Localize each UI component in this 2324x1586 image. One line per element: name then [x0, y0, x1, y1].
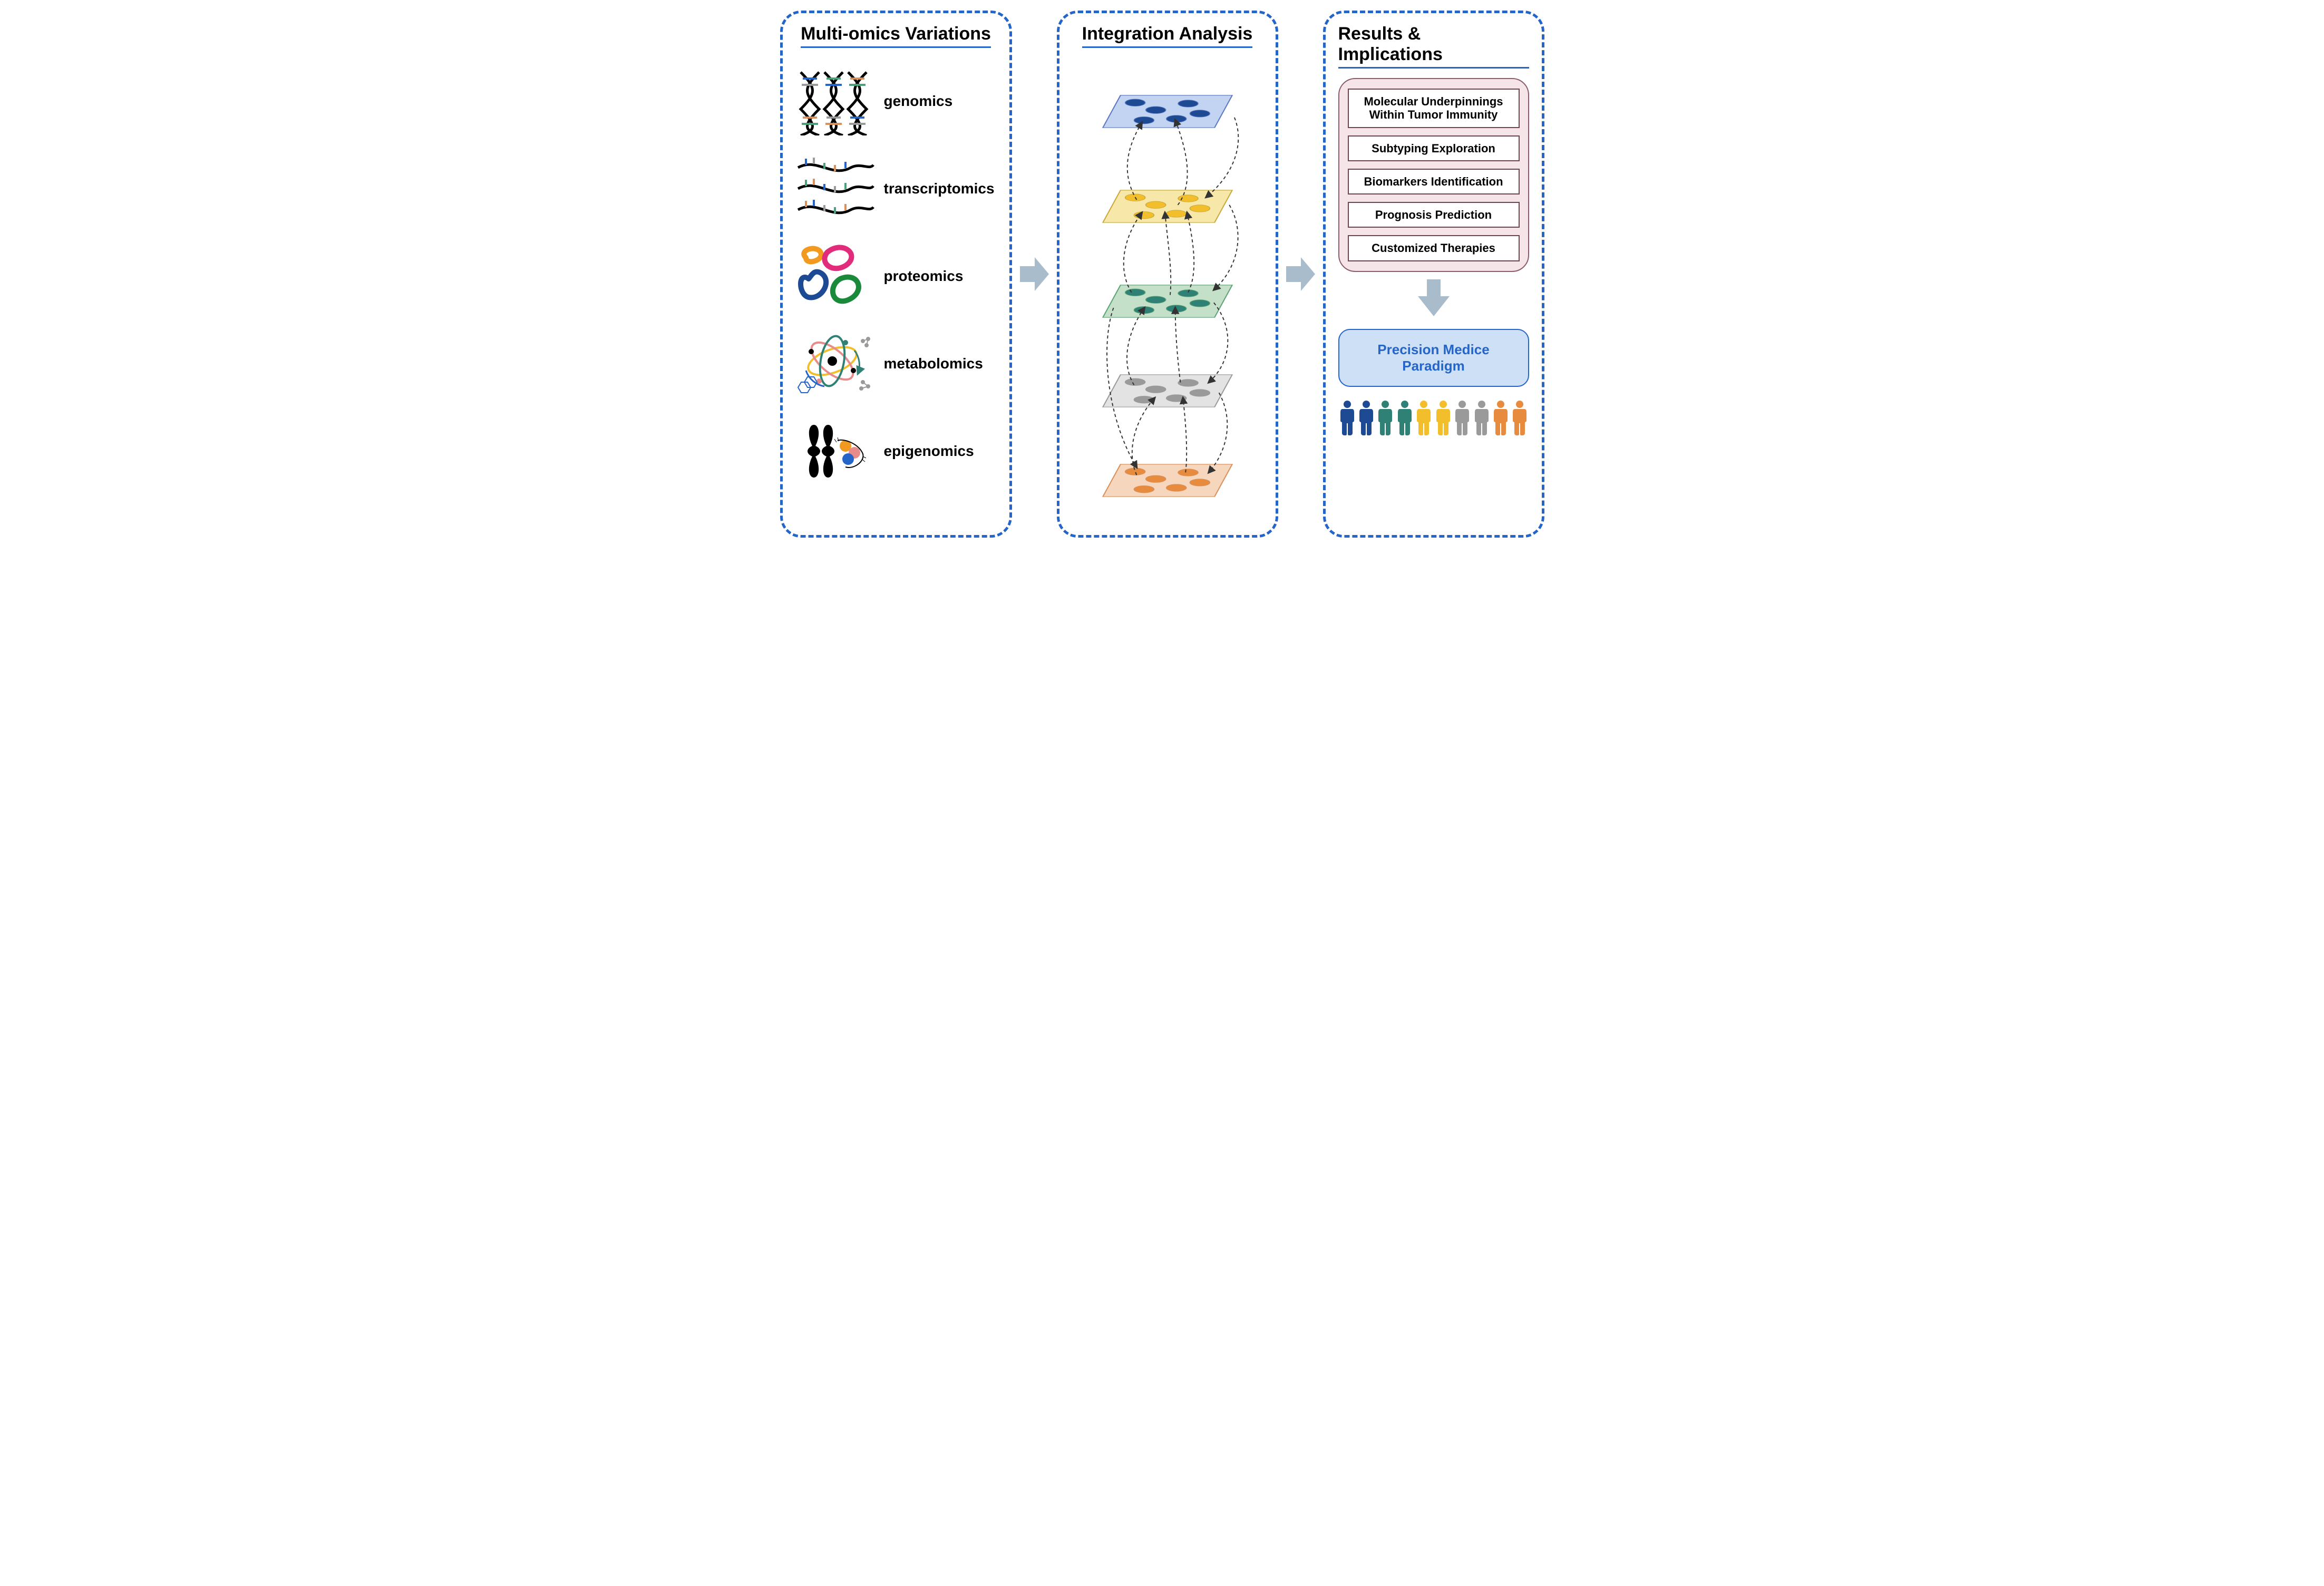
person-icon: [1415, 400, 1433, 435]
integration-layer: [1091, 372, 1244, 410]
panel-multiomics: Multi-omics Variations: [780, 11, 1012, 538]
label-transcriptomics: transcriptomics: [884, 180, 995, 197]
row-metabolomics: metabolomics: [795, 329, 997, 398]
person-icon: [1492, 400, 1510, 435]
person-icon: [1357, 400, 1375, 435]
person-icon: [1473, 400, 1491, 435]
integration-layer: [1091, 461, 1244, 500]
panel1-title: Multi-omics Variations: [801, 24, 991, 48]
rna-icon: [795, 154, 874, 223]
result-item: Subtyping Exploration: [1348, 135, 1520, 161]
row-transcriptomics: transcriptomics: [795, 154, 997, 223]
panel3-title: Results & Implications: [1338, 24, 1529, 69]
integration-layer: [1091, 92, 1244, 131]
chromosome-icon: [795, 417, 874, 485]
panel-integration: Integration Analysis: [1057, 11, 1278, 538]
label-metabolomics: metabolomics: [884, 355, 983, 372]
row-genomics: genomics: [795, 67, 997, 135]
row-epigenomics: epigenomics: [795, 417, 997, 485]
integration-layer: [1091, 282, 1244, 320]
integration-layer: [1091, 187, 1244, 226]
result-item: Molecular Underpinnings Within Tumor Imm…: [1348, 89, 1520, 128]
label-genomics: genomics: [884, 93, 953, 110]
layers-stack: [1072, 57, 1263, 524]
person-icon: [1376, 400, 1394, 435]
result-item: Biomarkers Identification: [1348, 169, 1520, 194]
panel2-title: Integration Analysis: [1082, 24, 1253, 48]
metabolite-icon: [795, 329, 874, 398]
person-icon: [1511, 400, 1529, 435]
protein-icon: [795, 242, 874, 310]
person-icon: [1396, 400, 1414, 435]
label-epigenomics: epigenomics: [884, 443, 974, 460]
label-proteomics: proteomics: [884, 268, 964, 285]
arrow-right-icon: [1286, 253, 1315, 295]
people-row: [1338, 400, 1529, 435]
arrow-down-icon: [1415, 279, 1452, 316]
person-icon: [1453, 400, 1471, 435]
result-item: Customized Therapies: [1348, 235, 1520, 261]
panel-results: Results & Implications Molecular Underpi…: [1323, 11, 1544, 538]
precision-box: Precision Medice Paradigm: [1338, 329, 1529, 387]
row-proteomics: proteomics: [795, 242, 997, 310]
dna-icon: [795, 67, 874, 135]
person-icon: [1338, 400, 1356, 435]
person-icon: [1434, 400, 1452, 435]
result-item: Prognosis Prediction: [1348, 202, 1520, 228]
results-card: Molecular Underpinnings Within Tumor Imm…: [1338, 78, 1529, 272]
arrow-right-icon: [1020, 253, 1049, 295]
